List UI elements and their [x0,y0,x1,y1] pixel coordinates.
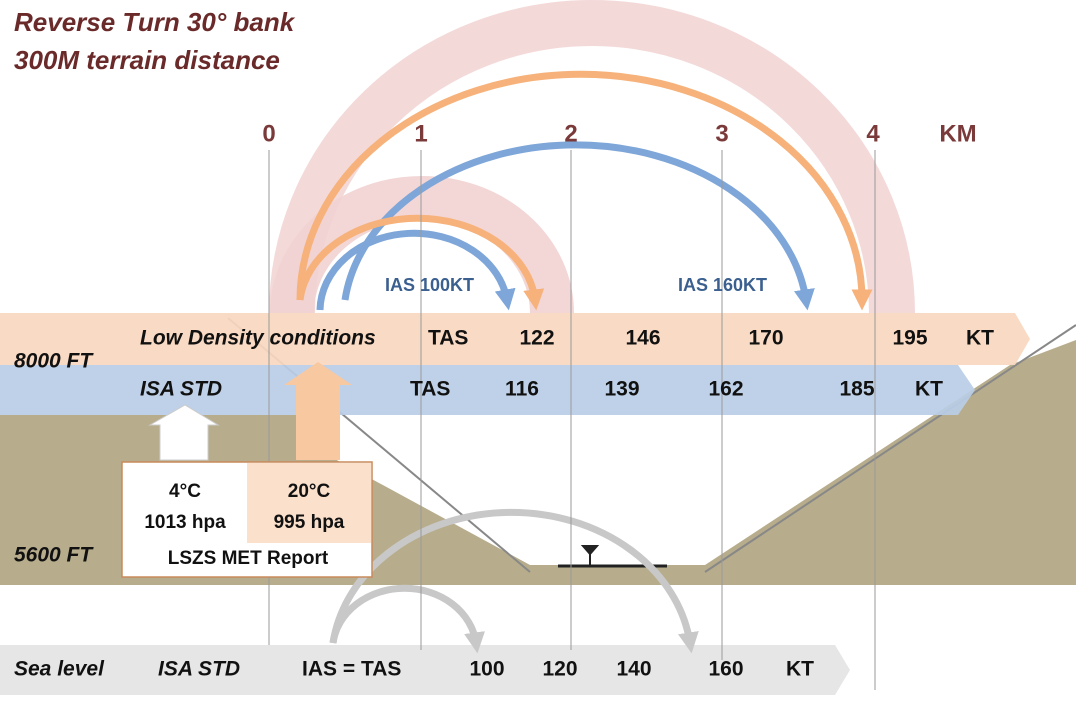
value: 162 [708,378,743,401]
km-tick: 4 [866,120,880,147]
value: 140 [616,658,651,681]
km-tick: 2 [564,120,577,147]
km-tick: 0 [262,120,275,147]
row-label: Low Density conditions [140,327,376,350]
value: 195 [892,327,927,350]
ias-label: IAS 160KT [678,275,767,295]
unit: KT [915,378,943,401]
met-value: 1013 hpa [144,512,226,533]
met-caption: LSZS MET Report [168,548,329,569]
unit: KT [786,658,814,681]
tas: TAS [428,327,468,350]
met-value: 4°C [169,481,201,502]
row-label: ISA STD [140,378,222,401]
km-unit: KM [939,120,976,147]
arcs [269,0,915,314]
unit: KT [966,327,994,350]
value: 185 [839,378,874,401]
altitude: 8000 FT [14,350,94,373]
value: 139 [604,378,639,401]
ias-label: IAS 100KT [385,275,474,295]
met-arrows [148,362,352,461]
tas: TAS [410,378,450,401]
altitude: 5600 FT [14,544,94,567]
sea-arcs [329,508,699,654]
value: 122 [519,327,554,350]
km-tick: 3 [715,120,728,147]
ias: IAS = TAS [302,658,401,681]
km-tick: 1 [414,120,427,147]
met-box [121,461,373,578]
met-value: 20°C [288,481,331,502]
value: 116 [505,378,539,401]
value: 120 [542,658,577,681]
bands [0,313,1030,695]
title-line: Reverse Turn 30° bank [14,7,296,37]
value: 170 [748,327,783,350]
row-label: Sea level [14,658,105,681]
met-value: 995 hpa [274,512,345,533]
value: 146 [625,327,660,350]
title-line: 300M terrain distance [14,45,280,75]
row-label: ISA STD [158,658,240,681]
value: 160 [708,658,743,681]
value: 100 [469,658,504,681]
